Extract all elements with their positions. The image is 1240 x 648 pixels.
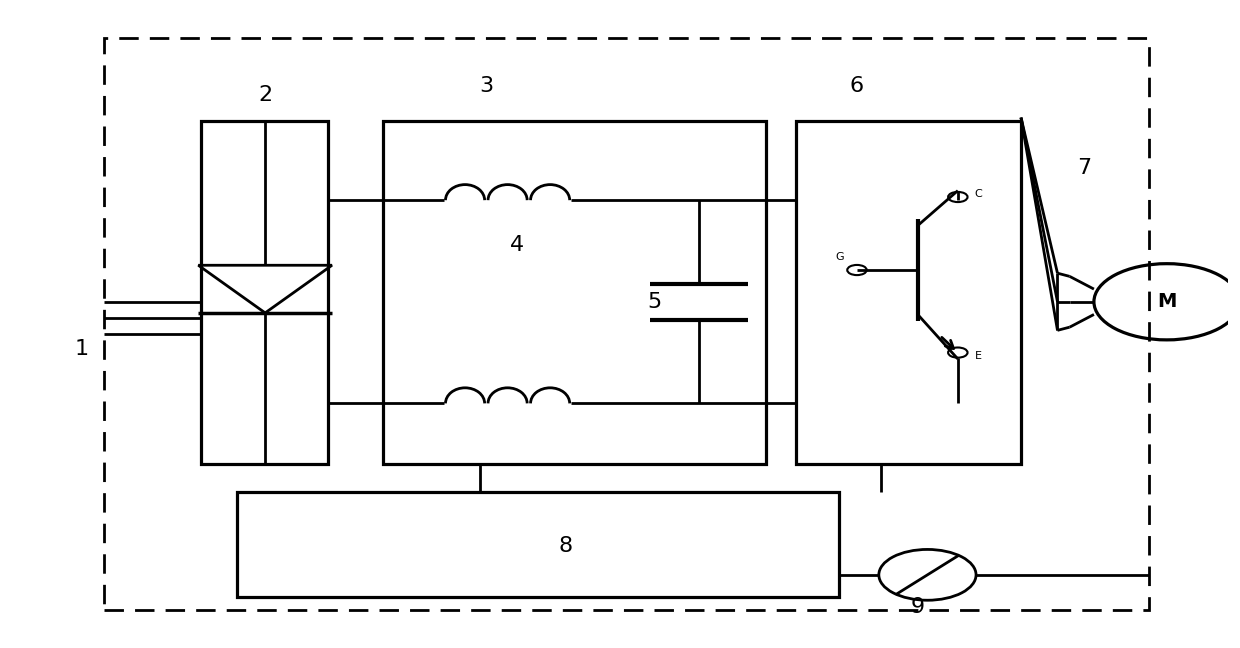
Text: E: E	[975, 351, 982, 361]
Bar	[103, 38, 1148, 610]
Text: 9: 9	[910, 597, 925, 617]
Text: 1: 1	[74, 340, 89, 360]
Text: M: M	[1157, 292, 1177, 311]
Text: 7: 7	[1078, 158, 1091, 178]
Text: C: C	[975, 189, 982, 199]
Text: 6: 6	[849, 76, 864, 96]
Text: 8: 8	[558, 537, 573, 556]
Text: 5: 5	[647, 292, 661, 312]
Text: 2: 2	[258, 86, 273, 106]
Bar	[383, 121, 766, 464]
Bar	[237, 492, 838, 597]
Text: 3: 3	[480, 76, 494, 96]
Bar	[201, 121, 329, 464]
Bar	[796, 121, 1021, 464]
Text: G: G	[835, 252, 843, 262]
Text: 4: 4	[510, 235, 523, 255]
